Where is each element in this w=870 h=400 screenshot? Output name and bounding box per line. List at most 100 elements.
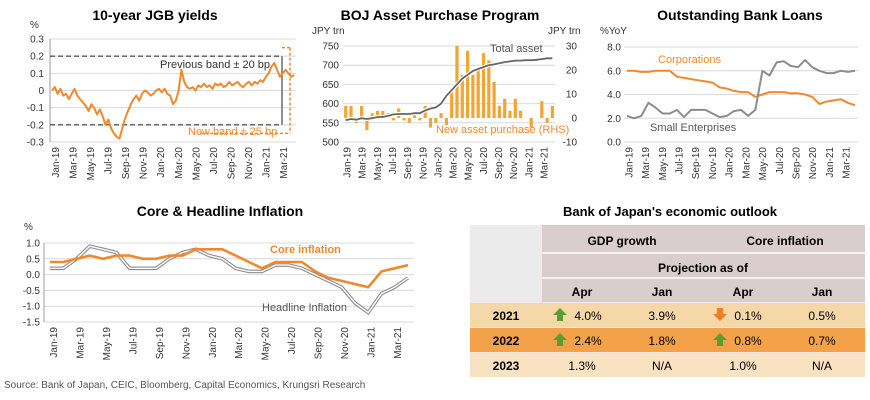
col-core-jan: Jan	[812, 285, 833, 299]
x-tick-label: May-19	[658, 147, 669, 181]
x-tick-label: Jul-19	[129, 327, 140, 355]
cell-2022-core-jan: 0.7%	[808, 334, 836, 348]
asset-purchase-bar	[375, 110, 380, 118]
y-tick-label: -0.2	[27, 120, 45, 131]
table-row-2023	[470, 353, 865, 377]
row-year-2021: 2021	[493, 309, 520, 323]
y-tick-label-right: 10	[566, 90, 578, 101]
jgb-yields-chart: 10-year JGB yields % 0.3 0.2 0.1 0 -0.1 -0.2 -…	[27, 7, 296, 181]
previous-band-label: Previous band ± 20 bp	[160, 59, 270, 71]
x-tick-label: May-20	[191, 147, 202, 181]
x-tick-label: May-20	[464, 147, 475, 181]
asset-purchase-bar	[413, 113, 417, 118]
boj-right-unit: JPY trn	[548, 26, 581, 37]
header-gdp-growth: GDP growth	[587, 234, 656, 248]
bank-loans-chart: Outstanding Bank Loans %YoY 8.0 6.0 4.0 2.0…	[600, 7, 858, 181]
x-tick-label: Sep-19	[121, 147, 132, 180]
cell-2023-gdp-apr: 1.3%	[568, 359, 596, 373]
asset-purchase-bar	[481, 53, 486, 119]
y-tick-label: -0.3	[27, 138, 45, 149]
asset-purchase-bar	[513, 98, 517, 118]
boj-chart-title: BOJ Asset Purchase Program	[341, 7, 540, 23]
asset-purchase-bar	[487, 60, 491, 118]
asset-purchase-bar	[391, 118, 395, 121]
x-tick-label: Mar-19	[641, 147, 652, 179]
total-asset-line	[345, 57, 553, 121]
y-tick-label: 8.0	[607, 43, 621, 54]
asset-purchase-bar	[360, 106, 364, 118]
y-tick-label: 6.0	[607, 66, 621, 77]
arrow-up-icon	[553, 308, 567, 321]
cell-2021-gdp-apr: 4.0%	[574, 309, 602, 323]
jgb-chart-title: 10-year JGB yields	[92, 7, 218, 23]
new-band-label: New band ± 25 bp	[188, 126, 277, 138]
jgb-yield-line	[51, 62, 295, 140]
asset-purchase-bar	[402, 118, 406, 121]
x-tick-label: Mar-19	[68, 147, 79, 179]
x-tick-label: Jan-21	[366, 327, 377, 358]
x-tick-label: Jul-19	[675, 147, 686, 175]
x-tick-label: Nov-20	[340, 327, 351, 360]
x-tick-label: Nov-20	[808, 147, 819, 180]
y-tick-label: 600	[322, 99, 339, 110]
cell-2022-gdp-jan: 1.8%	[648, 334, 676, 348]
x-tick-label: Mar-21	[842, 147, 853, 179]
y-tick-label: 500	[322, 138, 339, 149]
x-tick-label: Jan-21	[825, 147, 836, 178]
asset-purchase-bar	[492, 82, 496, 118]
cell-2023-core-jan: N/A	[812, 359, 832, 373]
small-enterprises-line	[626, 59, 856, 120]
x-tick-label: May-20	[261, 327, 272, 361]
asset-purchase-bar	[407, 118, 411, 123]
y-tick-label: 0.1	[30, 69, 44, 80]
x-tick-label: Sep-20	[792, 147, 803, 180]
y-tick-label: -1.5	[23, 318, 41, 329]
y-tick-label-right: 0	[571, 114, 577, 125]
x-tick-label: Nov-19	[418, 147, 429, 180]
source-note: Source: Bank of Japan, CEIC, Bloomberg, …	[4, 380, 366, 391]
loans-chart-title: Outstanding Bank Loans	[657, 7, 823, 23]
y-tick-label: 650	[322, 80, 339, 91]
header-core-inflation: Core inflation	[746, 234, 823, 248]
y-tick-label: -0.1	[27, 103, 45, 114]
corporations-label: Corporations	[658, 54, 721, 66]
header-projection-as-of: Projection as of	[658, 261, 749, 275]
asset-purchase-bar	[365, 118, 369, 130]
x-tick-label: May-19	[102, 327, 113, 361]
loans-y-unit: %YoY	[600, 26, 627, 37]
asset-purchase-bar	[428, 118, 433, 128]
asset-purchase-bar	[497, 106, 501, 118]
asset-purchase-bar	[508, 110, 512, 118]
x-tick-label: Mar-21	[393, 327, 404, 359]
x-tick-label: Jul-19	[104, 147, 115, 175]
cell-2022-gdp-apr: 2.4%	[574, 334, 602, 348]
y-tick-label: -0.5	[23, 286, 41, 297]
table-row-2021	[470, 303, 865, 327]
y-tick-label: 550	[322, 118, 339, 129]
asset-purchase-bar	[344, 106, 348, 118]
x-tick-label: Mar-19	[76, 327, 87, 359]
headline-inflation-label: Headline Inflation	[262, 302, 347, 314]
asset-purchase-bar	[471, 74, 475, 118]
x-tick-label: Mar-21	[279, 147, 290, 179]
outlook-table-title: Bank of Japan's economic outlook	[563, 204, 778, 219]
core-inflation-label: Core inflation	[270, 244, 341, 256]
asset-purchase-bar	[476, 70, 480, 118]
asset-purchase-bar	[545, 118, 549, 123]
asset-purchase-bar	[434, 118, 438, 123]
new-asset-purchase-label: New asset purchase (RHS)	[436, 124, 569, 136]
core-inflation-line	[50, 247, 409, 289]
corporations-line	[627, 69, 856, 107]
y-tick-label: 4.0	[607, 90, 621, 101]
asset-purchase-bar	[439, 113, 443, 118]
asset-purchase-bar	[444, 118, 448, 126]
x-tick-label: Jan-21	[262, 147, 273, 178]
cell-2021-gdp-jan: 3.9%	[648, 309, 676, 323]
boj-left-unit: JPY trn	[312, 26, 345, 37]
y-tick-label: 750	[322, 42, 339, 53]
y-tick-label: 0.5	[26, 254, 40, 265]
y-tick-label: 0	[38, 86, 44, 97]
x-tick-label: Jan-19	[343, 147, 354, 178]
x-tick-label: Sep-20	[314, 327, 325, 360]
x-tick-label: Sep-19	[403, 147, 414, 180]
